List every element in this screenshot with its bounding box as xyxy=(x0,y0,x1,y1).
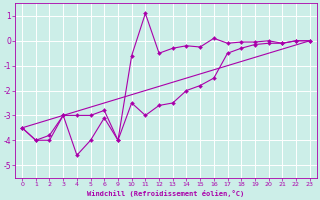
X-axis label: Windchill (Refroidissement éolien,°C): Windchill (Refroidissement éolien,°C) xyxy=(87,190,244,197)
